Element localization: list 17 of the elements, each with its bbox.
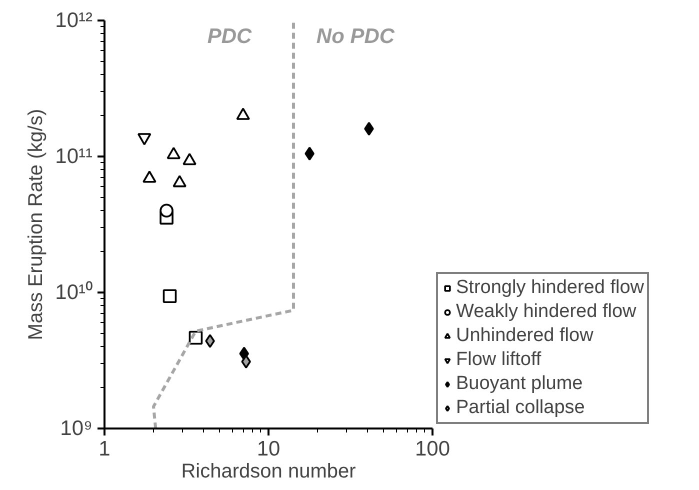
x-tick-label: 100 bbox=[414, 438, 450, 460]
annotation: No PDC bbox=[316, 25, 396, 48]
x-axis-title: Richardson number bbox=[181, 460, 356, 482]
x-tick-label: 10 bbox=[256, 438, 280, 460]
legend-label: Strongly hindered flow bbox=[456, 277, 644, 299]
y-tick-label: 10¹² bbox=[55, 9, 93, 32]
legend-label: Buoyant plume bbox=[456, 373, 583, 395]
y-tick-label: 10¹¹ bbox=[55, 145, 93, 168]
x-tick-label: 1 bbox=[98, 438, 110, 460]
legend-label: Unhindered flow bbox=[456, 325, 594, 347]
annotation: PDC bbox=[207, 25, 253, 48]
legend-label: Partial collapse bbox=[456, 397, 585, 419]
legend-label: Flow liftoff bbox=[456, 349, 542, 371]
y-axis-title: Mass Eruption Rate (kg/s) bbox=[25, 108, 48, 340]
y-tick-label: 10⁹ bbox=[60, 417, 93, 440]
legend-label: Weakly hindered flow bbox=[456, 301, 636, 323]
y-tick-label: 10¹⁰ bbox=[55, 281, 93, 304]
